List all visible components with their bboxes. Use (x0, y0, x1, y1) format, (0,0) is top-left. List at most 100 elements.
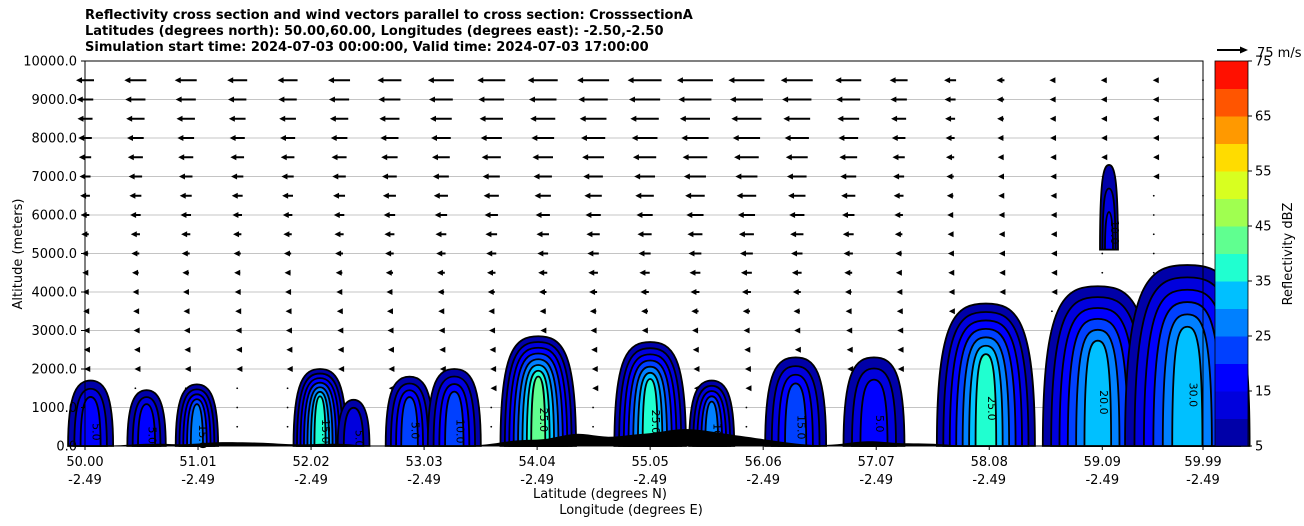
wind-vector (236, 406, 239, 409)
wind-vector (336, 289, 343, 295)
wind-vector (1152, 214, 1155, 216)
wind-vector (687, 231, 703, 238)
echo-cell: 5.0 (67, 379, 115, 447)
x-axis-label: Latitude (degrees N) (533, 487, 667, 502)
wind-vector (175, 96, 196, 103)
wind-vector (328, 77, 351, 84)
wind-vector (534, 192, 551, 199)
wind-vector-head (678, 96, 685, 103)
wind-vector (332, 173, 346, 180)
wind-vector-head (892, 154, 899, 161)
wind-vector-head (230, 154, 237, 161)
wind-vector (788, 192, 806, 199)
wind-vector-head (591, 366, 598, 372)
x-tick-label-lon: -2.49 (294, 473, 328, 488)
contour-label: 20.0 (1097, 390, 1110, 415)
wind-vector-head (632, 154, 639, 161)
wind-vector (183, 327, 190, 334)
wind-vector-head (1152, 96, 1159, 103)
wind-vector (435, 231, 447, 238)
wind-vector (385, 269, 394, 276)
wind-vector-head (999, 289, 1006, 295)
wind-vector (181, 231, 191, 238)
wind-vector-head (336, 308, 343, 315)
y-tick-label: 0.0 (56, 440, 77, 455)
wind-vector-head (627, 77, 634, 84)
wind-vector (528, 96, 557, 103)
colorbar-segment (1215, 143, 1248, 172)
colorbar-tick-label: 35 (1255, 275, 1272, 290)
wind-vector-head (175, 96, 182, 103)
axes: 0.0 1000.0 2000.0 3000.0 4000.0 5000.0 6000.0 7… (23, 55, 1221, 489)
wind-vector-head (947, 231, 954, 238)
wind-vector (589, 289, 598, 295)
wind-vector (336, 308, 343, 315)
wind-vector (286, 425, 289, 428)
colorbar-segment (1215, 88, 1248, 117)
wind-vector-head (998, 192, 1005, 199)
wind-vector-head (641, 327, 648, 334)
wind-vector (681, 135, 709, 141)
echo-cell: 15.0 (174, 383, 220, 449)
wind-vector-head (438, 308, 445, 315)
x-tick-label-lat: 55.05 (632, 455, 669, 470)
wind-vector-head (429, 115, 436, 122)
wind-vector-head (835, 77, 842, 84)
wind-vector (689, 269, 701, 276)
wind-vector-head (894, 231, 901, 238)
wind-vector-head (685, 192, 692, 199)
wind-vector-head (539, 308, 546, 315)
wind-vector-head (634, 173, 641, 180)
wind-vector-head (583, 173, 590, 180)
wind-vector-head (174, 77, 181, 84)
wind-vector (840, 173, 857, 180)
wind-vector-head (536, 231, 543, 238)
wind-vector-head (592, 385, 599, 392)
wind-vector-head (948, 289, 955, 295)
wind-vector-head (278, 96, 285, 103)
wind-vector-head (1050, 212, 1057, 218)
wind-vector-head (488, 308, 495, 315)
wind-vector-head (377, 77, 384, 84)
wind-vector (236, 346, 243, 353)
x-tick-label-lat: 59.09 (1084, 455, 1121, 470)
wind-vector-head (896, 308, 903, 315)
wind-vector-head (540, 327, 547, 334)
wind-vector (628, 96, 661, 103)
wind-vector-head (891, 135, 898, 141)
wind-vector-head (176, 115, 183, 122)
wind-vector (83, 346, 90, 353)
wind-vector (480, 135, 502, 141)
wind-vector-head (894, 212, 901, 218)
wind-vector (836, 96, 861, 103)
wind-vector (279, 115, 296, 122)
wind-vector (784, 135, 809, 141)
wind-vector (945, 135, 955, 141)
wind-vector-head (577, 77, 584, 84)
wind-vector (947, 231, 954, 238)
wind-vector-head (839, 154, 846, 161)
wind-vector-head (945, 154, 952, 161)
wind-vector (437, 289, 445, 295)
wind-vector-head (840, 173, 847, 180)
wind-vector-head (333, 212, 340, 218)
wind-vector (129, 192, 142, 199)
wind-vector-head (233, 250, 240, 257)
wind-vector (580, 135, 606, 141)
wind-vector-head (681, 135, 688, 141)
wind-vector-head (1100, 77, 1107, 84)
echo-contour (1171, 325, 1204, 447)
wind-vector-head (585, 212, 592, 218)
wind-vector (685, 192, 705, 199)
wind-vector-head (338, 366, 345, 372)
wind-vector-head (134, 346, 141, 353)
wind-vector (588, 269, 598, 276)
wind-vector-head (692, 327, 699, 334)
wind-vector-head (846, 327, 853, 334)
y-tick-label: 5000.0 (32, 247, 78, 262)
wind-vector (377, 77, 402, 84)
wind-vector (439, 366, 446, 372)
wind-vector (641, 327, 648, 334)
wind-vector-head (387, 346, 394, 353)
wind-vector (429, 115, 452, 122)
